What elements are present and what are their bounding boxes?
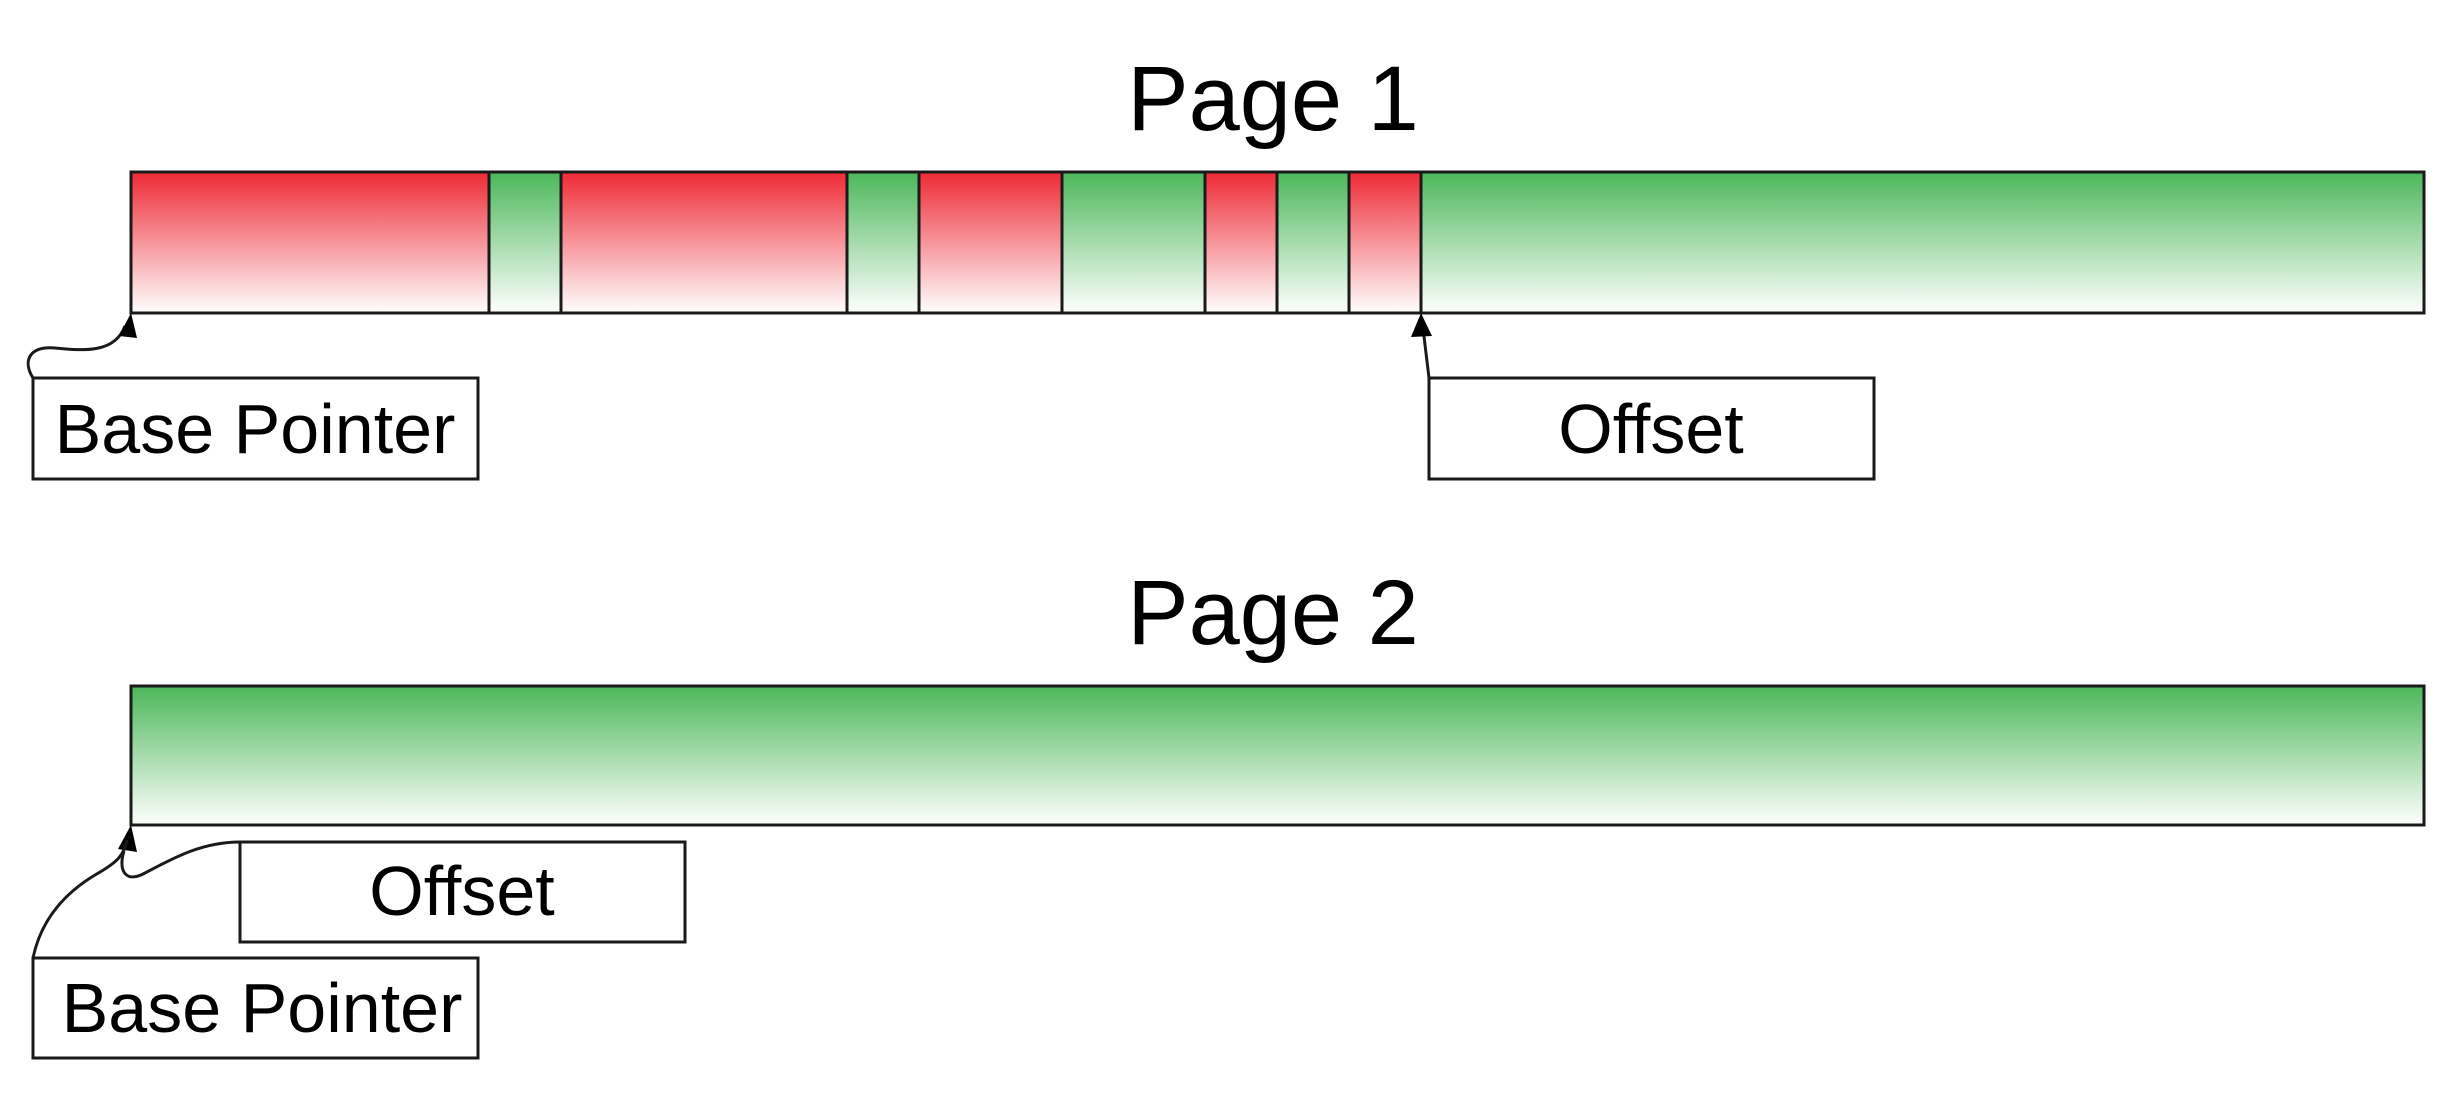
base-pointer-box <box>31 956 480 1060</box>
page-2-bar-outline <box>129 684 2426 827</box>
page-2-title: Page 2 <box>1127 562 1419 664</box>
page-1-title: Page 1 <box>1127 48 1419 150</box>
page-2-offset-callout: Offset <box>118 825 687 944</box>
page-1-memory-bar <box>129 170 2426 315</box>
segment-1-free <box>131 686 2424 825</box>
page-1: Page 1 Ba <box>26 48 2426 481</box>
segment-6-free <box>1062 172 1205 313</box>
base-pointer-label: Base Pointer <box>62 969 463 1047</box>
segment-2-free <box>489 172 561 313</box>
segment-8-free <box>1277 172 1349 313</box>
segment-7-used <box>1205 172 1277 313</box>
segment-5-used <box>919 172 1062 313</box>
page-1-base-pointer-callout: Base Pointer <box>26 313 480 481</box>
offset-box <box>238 840 687 944</box>
offset-arrowhead <box>1411 313 1432 337</box>
segment-4-free <box>847 172 919 313</box>
base-pointer-arrowhead <box>119 313 137 338</box>
offset-label: Offset <box>369 852 554 930</box>
segment-9-used <box>1349 172 1421 313</box>
base-pointer-box <box>31 376 480 481</box>
base-pointer-leader <box>31 839 129 959</box>
page-1-bar-outline <box>129 170 2426 315</box>
base-pointer-label: Base Pointer <box>55 390 456 468</box>
segment-3-used <box>561 172 847 313</box>
page-2-base-pointer-callout: Base Pointer <box>31 839 480 1060</box>
page-1-offset-callout: Offset <box>1411 313 1876 481</box>
segment-1-used <box>131 172 489 313</box>
base-pointer-leader <box>26 325 127 379</box>
offset-arrowhead <box>118 825 137 852</box>
offset-box <box>1427 376 1876 481</box>
page-2: Page 2 Offset Base Pointer <box>31 562 2426 1060</box>
page-2-memory-bar <box>129 684 2426 827</box>
offset-leader <box>120 840 241 879</box>
offset-label: Offset <box>1558 390 1743 468</box>
segment-10-free <box>1421 172 2424 313</box>
